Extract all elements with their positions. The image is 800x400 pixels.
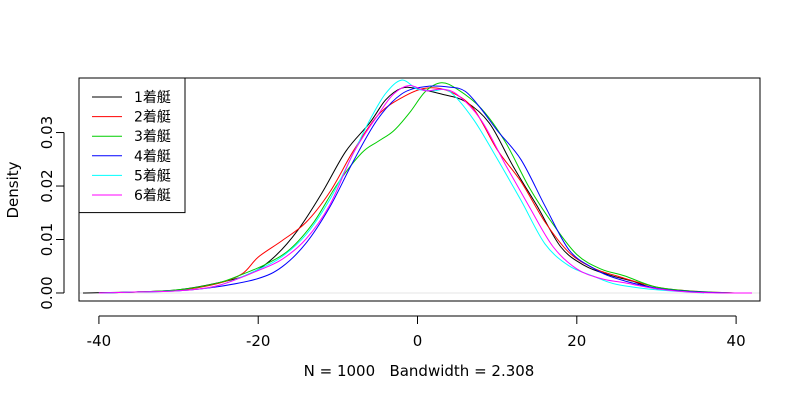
x-tick-label: 0	[413, 332, 423, 350]
y-tick-label: 0.03	[38, 116, 56, 149]
series-line-5	[98, 79, 705, 294]
series-line-4	[98, 85, 737, 294]
y-tick-label: 0.00	[38, 276, 56, 309]
x-tick-label: -20	[246, 332, 271, 350]
legend-label-4: 4着艇	[134, 149, 171, 165]
series-line-6	[98, 84, 753, 294]
legend-label-1: 1着艇	[134, 90, 171, 106]
x-tick-label: 20	[567, 332, 586, 350]
series-line-3	[98, 82, 737, 294]
legend-box	[78, 77, 186, 214]
y-axis-label: Density	[4, 161, 22, 218]
legend-label-3: 3着艇	[134, 129, 171, 145]
legend-label-5: 5着艇	[134, 168, 171, 184]
legend-label-2: 2着艇	[134, 110, 171, 126]
x-axis-label: N = 1000 Bandwidth = 2.308	[304, 362, 535, 380]
y-tick-label: 0.01	[38, 223, 56, 256]
x-tick-label: -40	[87, 332, 112, 350]
series-lines	[82, 79, 753, 294]
legend-label-6: 6着艇	[134, 188, 171, 204]
x-tick-label: 40	[727, 332, 746, 350]
y-tick-label: 0.02	[38, 169, 56, 202]
legend: 1着艇 2着艇 3着艇 4着艇 5着艇 6着艇	[78, 77, 186, 214]
x-axis: -40 -20 0 20 40	[87, 315, 746, 350]
y-axis: 0.00 0.01 0.02 0.03	[38, 116, 65, 310]
